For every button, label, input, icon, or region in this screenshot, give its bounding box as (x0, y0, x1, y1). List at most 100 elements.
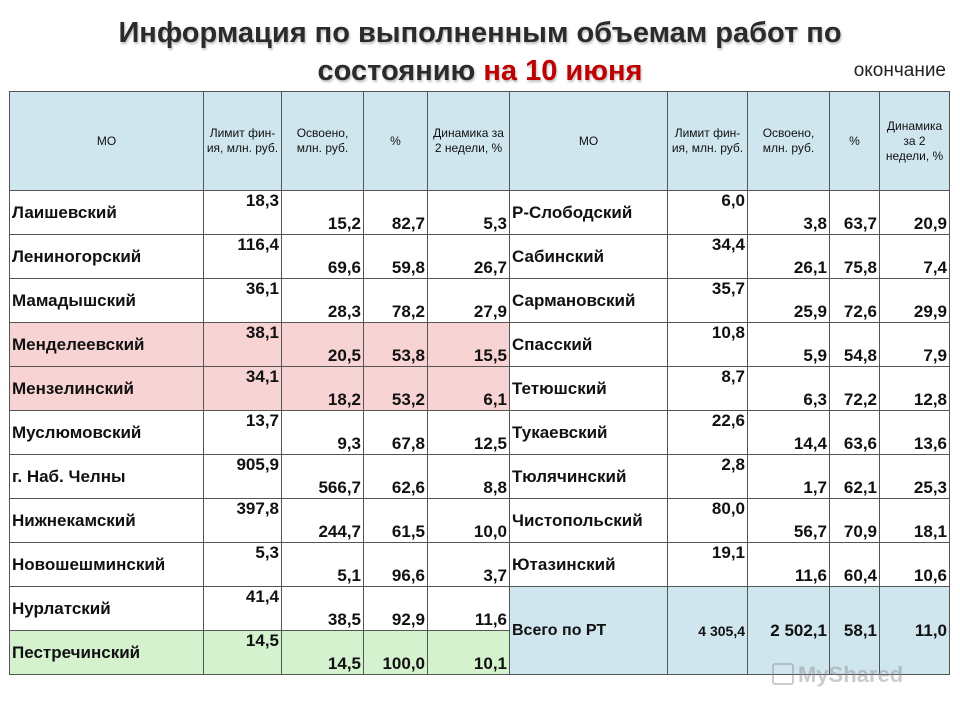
left-pct-cell: 59,8 (363, 234, 428, 279)
right-osvoeno-cell: 3,8 (747, 190, 830, 235)
left-osvoeno-cell: 28,3 (281, 278, 364, 323)
right-dyn-cell: 25,3 (879, 454, 950, 499)
left-dyn-cell: 11,6 (427, 586, 510, 631)
right-limit-cell: 35,7 (667, 278, 748, 323)
watermark-text: MyShared (798, 662, 904, 687)
col-header-limit-right: Лимит фин-ия, млн. руб. (667, 91, 748, 191)
left-limit-cell: 36,1 (203, 278, 282, 323)
right-osvoeno-cell: 11,6 (747, 542, 830, 587)
left-name-cell: г. Наб. Челны (9, 454, 204, 499)
continuation-note: окончание (853, 60, 946, 81)
works-volume-table: МО Лимит фин-ия, млн. руб. Освоено, млн.… (9, 91, 950, 675)
right-name-cell: Чистопольский (509, 498, 668, 543)
left-dyn-cell: 12,5 (427, 410, 510, 455)
left-limit-cell: 18,3 (203, 190, 282, 235)
right-name-cell: Тетюшский (509, 366, 668, 411)
left-osvoeno-cell: 15,2 (281, 190, 364, 235)
right-name-cell: Тюлячинский (509, 454, 668, 499)
right-osvoeno-cell: 14,4 (747, 410, 830, 455)
left-osvoeno-cell: 566,7 (281, 454, 364, 499)
right-dyn-cell: 20,9 (879, 190, 950, 235)
left-dyn-cell: 3,7 (427, 542, 510, 587)
right-pct-cell: 63,7 (829, 190, 880, 235)
right-limit-cell: 22,6 (667, 410, 748, 455)
left-dyn-cell: 26,7 (427, 234, 510, 279)
left-pct-cell: 67,8 (363, 410, 428, 455)
right-dyn-cell: 7,4 (879, 234, 950, 279)
col-header-dyn: Динамика за 2 недели, % (427, 91, 510, 191)
total-limit-cell: 4 305,4 (667, 586, 748, 675)
right-dyn-cell: 18,1 (879, 498, 950, 543)
table-row: Мамадышский 36,1 28,3 78,2 27,9 Сармановский 3… (9, 278, 950, 323)
table-row: Муслюмовский 13,7 9,3 67,8 12,5 Тукаевский 22,… (9, 410, 950, 455)
left-limit-cell: 34,1 (203, 366, 282, 411)
right-pct-cell: 54,8 (829, 322, 880, 367)
right-pct-cell: 72,6 (829, 278, 880, 323)
right-limit-cell: 19,1 (667, 542, 748, 587)
right-limit-cell: 8,7 (667, 366, 748, 411)
title-line-2-plain: состоянию (317, 55, 484, 87)
right-osvoeno-cell: 1,7 (747, 454, 830, 499)
right-pct-cell: 62,1 (829, 454, 880, 499)
left-dyn-cell: 8,8 (427, 454, 510, 499)
table-row: г. Наб. Челны 905,9 566,7 62,6 8,8 Тюлячински… (9, 454, 950, 499)
left-name-cell: Пестречинский (9, 630, 204, 675)
left-osvoeno-cell: 38,5 (281, 586, 364, 631)
left-pct-cell: 82,7 (363, 190, 428, 235)
right-limit-cell: 80,0 (667, 498, 748, 543)
col-header-limit: Лимит фин-ия, млн. руб. (203, 91, 282, 191)
right-pct-cell: 70,9 (829, 498, 880, 543)
left-pct-cell: 62,6 (363, 454, 428, 499)
left-osvoeno-cell: 69,6 (281, 234, 364, 279)
total-dyn-cell: 11,0 (879, 586, 950, 675)
left-limit-cell: 905,9 (203, 454, 282, 499)
col-header-osvoeno-right: Освоено, млн. руб. (747, 91, 830, 191)
left-dyn-cell: 6,1 (427, 366, 510, 411)
left-pct-cell: 100,0 (363, 630, 428, 675)
left-pct-cell: 92,9 (363, 586, 428, 631)
left-name-cell: Новошешминский (9, 542, 204, 587)
right-dyn-cell: 13,6 (879, 410, 950, 455)
left-dyn-cell: 27,9 (427, 278, 510, 323)
left-pct-cell: 53,8 (363, 322, 428, 367)
right-osvoeno-cell: 25,9 (747, 278, 830, 323)
right-name-cell: Тукаевский (509, 410, 668, 455)
title-date: на 10 июня (483, 55, 643, 87)
right-dyn-cell: 7,9 (879, 322, 950, 367)
left-pct-cell: 61,5 (363, 498, 428, 543)
left-limit-cell: 41,4 (203, 586, 282, 631)
right-limit-cell: 10,8 (667, 322, 748, 367)
table-row: Новошешминский 5,3 5,1 96,6 3,7 Ютазинский 19,… (9, 542, 950, 587)
col-header-osvoeno: Освоено, млн. руб. (281, 91, 364, 191)
left-pct-cell: 78,2 (363, 278, 428, 323)
watermark: MyShared (772, 662, 903, 688)
left-dyn-cell: 10,0 (427, 498, 510, 543)
title-line-2: состоянию на 10 июня (0, 52, 960, 90)
left-limit-cell: 397,8 (203, 498, 282, 543)
left-limit-cell: 38,1 (203, 322, 282, 367)
table-row: Менделеевский 38,1 20,5 53,8 15,5 Спасский 10,… (9, 322, 950, 367)
left-name-cell: Мамадышский (9, 278, 204, 323)
col-header-pct: % (363, 91, 428, 191)
col-header-mo-right: МО (509, 91, 668, 191)
left-dyn-cell: 15,5 (427, 322, 510, 367)
left-limit-cell: 5,3 (203, 542, 282, 587)
right-name-cell: Сабинский (509, 234, 668, 279)
left-name-cell: Лениногорский (9, 234, 204, 279)
right-pct-cell: 60,4 (829, 542, 880, 587)
left-name-cell: Лаишевский (9, 190, 204, 235)
col-header-mo: МО (9, 91, 204, 191)
right-limit-cell: 34,4 (667, 234, 748, 279)
table-header-row: МО Лимит фин-ия, млн. руб. Освоено, млн.… (9, 91, 950, 191)
col-header-dyn-right: Динамика за 2 недели, % (879, 91, 950, 191)
table-row: Мензелинский 34,1 18,2 53,2 6,1 Тетюшский 8,7 6… (9, 366, 950, 411)
left-dyn-cell: 5,3 (427, 190, 510, 235)
right-dyn-cell: 12,8 (879, 366, 950, 411)
right-name-cell: Ютазинский (509, 542, 668, 587)
left-osvoeno-cell: 18,2 (281, 366, 364, 411)
left-osvoeno-cell: 20,5 (281, 322, 364, 367)
right-name-cell: Сармановский (509, 278, 668, 323)
right-osvoeno-cell: 56,7 (747, 498, 830, 543)
left-osvoeno-cell: 14,5 (281, 630, 364, 675)
slide-title: Информация по выполненным объемам работ … (0, 14, 960, 90)
